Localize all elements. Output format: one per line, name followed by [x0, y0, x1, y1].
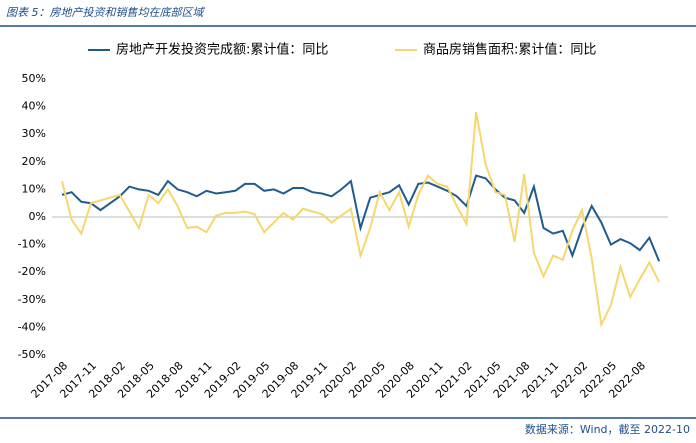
- legend-label: 房地产开发投资完成额:累计值：同比: [116, 42, 328, 58]
- legend-label: 商品房销售面积:累计值：同比: [423, 42, 596, 58]
- y-tick-label: -20%: [18, 265, 46, 278]
- y-tick-label: -10%: [18, 238, 46, 251]
- series-line: [61, 174, 661, 262]
- y-tick-label: 40%: [22, 100, 46, 113]
- y-tick-label: 0%: [29, 210, 46, 223]
- y-tick-label: -30%: [18, 293, 46, 306]
- y-tick-label: -40%: [18, 320, 46, 333]
- y-tick-label: 20%: [22, 155, 46, 168]
- source: 数据来源：Wind，截至 2022-10: [525, 422, 690, 436]
- y-tick-label: 10%: [22, 182, 46, 195]
- y-tick-label: -50%: [18, 348, 46, 361]
- y-tick-label: 50%: [22, 72, 46, 85]
- y-tick-label: 30%: [22, 127, 46, 140]
- chart-title: 图表 5：房地产投资和销售均在底部区域: [6, 6, 205, 19]
- series-line: [61, 111, 660, 328]
